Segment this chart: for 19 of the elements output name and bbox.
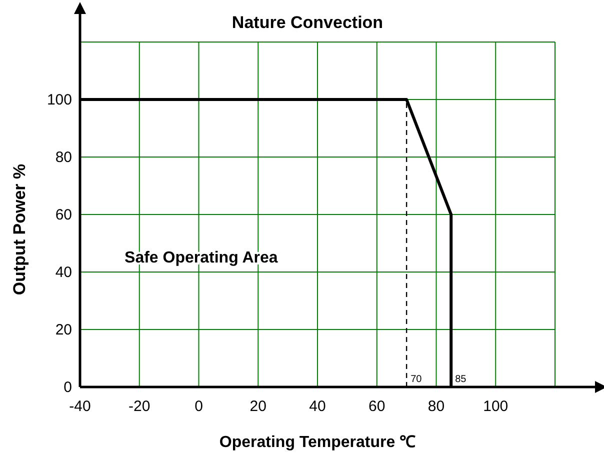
x-tick-label: -40: [69, 398, 91, 415]
x-tick-label: 80: [428, 398, 445, 415]
y-axis-title: Output Power %: [10, 164, 29, 296]
x-tick-label: -20: [128, 398, 150, 415]
x-axis-title: Operating Temperature ℃: [219, 434, 416, 451]
x-tick-label: 20: [250, 398, 266, 415]
x-tick-label: 0: [194, 398, 203, 415]
y-tick-label: 60: [55, 206, 72, 224]
y-tick-label: 40: [55, 264, 72, 281]
chart-title: Nature Convection: [232, 13, 384, 32]
x-tick-label: 60: [368, 398, 386, 415]
annotation: 70: [410, 374, 422, 385]
x-tick-label: 100: [483, 398, 508, 415]
annotation: 85: [455, 374, 467, 385]
y-tick-label: 80: [55, 149, 72, 166]
y-tick-label: 0: [64, 379, 72, 396]
x-tick-label: 40: [309, 398, 326, 415]
y-tick-label: 20: [55, 322, 72, 338]
y-tick-label: 100: [46, 92, 72, 108]
